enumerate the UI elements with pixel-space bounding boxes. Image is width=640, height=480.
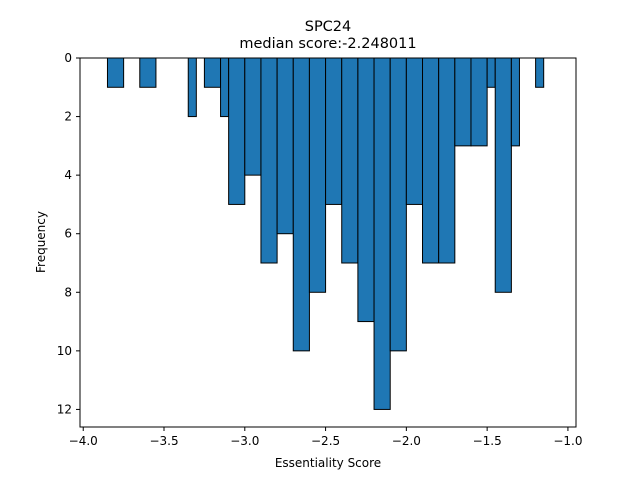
y-tick-label: 12 (57, 402, 72, 416)
histogram-bar (405, 57, 424, 205)
y-axis-label: Frequency (34, 211, 48, 273)
histogram-bar (389, 57, 407, 352)
bars-group (106, 57, 545, 410)
histogram-bar (244, 57, 262, 176)
histogram-bar (220, 57, 230, 118)
histogram-bar (228, 57, 246, 205)
histogram-bar (187, 57, 197, 118)
y-axis-ticks: 0 2 4 6 8 10 12 (57, 51, 80, 416)
histogram-bar (341, 57, 359, 264)
histogram-bar (357, 57, 375, 323)
y-tick-label: 4 (64, 168, 72, 182)
histogram-bar (308, 57, 327, 293)
histogram-bar (325, 57, 343, 205)
y-tick-label: 0 (64, 51, 72, 65)
histogram-bar (535, 57, 545, 88)
histogram-bar (373, 57, 391, 410)
y-tick-label: 6 (64, 227, 72, 241)
histogram-bar (438, 57, 456, 264)
x-tick-label: −3.0 (230, 434, 259, 448)
histogram-bar (494, 57, 512, 293)
histogram-bar (292, 57, 310, 352)
x-tick-label: −1.5 (473, 434, 502, 448)
x-tick-label: −3.5 (149, 434, 178, 448)
histogram-bar (510, 57, 520, 147)
x-axis-ticks: −4.0 −3.5 −3.0 −2.5 −2.0 −1.5 −1.0 (69, 427, 582, 448)
x-axis-label: Essentiality Score (275, 456, 381, 470)
histogram-bar (106, 57, 125, 88)
x-tick-label: −4.0 (69, 434, 98, 448)
histogram-bar (422, 57, 440, 264)
x-tick-label: −2.5 (311, 434, 340, 448)
histogram-bar (260, 57, 278, 264)
histogram-bar (454, 57, 472, 147)
histogram-bar (139, 57, 157, 88)
y-tick-label: 8 (64, 285, 72, 299)
y-tick-label: 2 (64, 110, 72, 124)
x-tick-label: −2.0 (392, 434, 421, 448)
histogram-bar (276, 57, 294, 235)
chart-subtitle: median score:-2.248011 (239, 36, 416, 52)
y-tick-label: 10 (57, 344, 72, 358)
plot-frame (79, 57, 577, 428)
histogram-bar (470, 57, 488, 147)
chart-title: SPC24 (305, 19, 352, 35)
x-tick-label: −1.0 (553, 434, 582, 448)
histogram-bar (486, 57, 496, 88)
histogram-bar (203, 57, 222, 88)
